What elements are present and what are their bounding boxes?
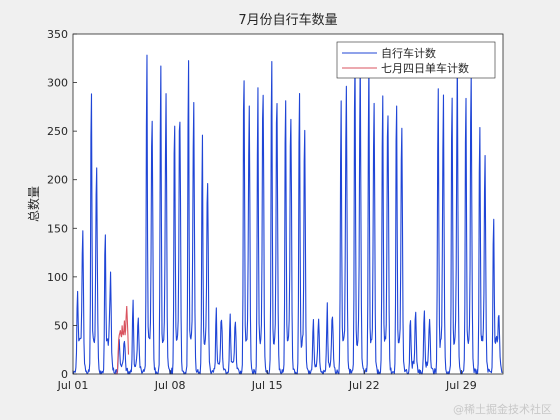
legend-label-july4-count: 七月四日单车计数 (381, 61, 469, 75)
x-tick-label: Jul 01 (57, 379, 89, 392)
axes-background (73, 34, 503, 374)
series-line-bike-count (72, 54, 503, 375)
y-tick-label: 300 (47, 77, 68, 90)
y-axis-label: 总数量 (26, 186, 41, 222)
chart-title: 7月份自行车数量 (238, 12, 337, 28)
y-tick-label: 100 (47, 271, 68, 284)
y-tick-label: 0 (61, 368, 68, 381)
y-ticks: 0 50 100 150 200 250 300 350 (47, 28, 77, 381)
y-tick-label: 350 (47, 28, 68, 41)
x-ticks: Jul 01 Jul 08 Jul 15 Jul 22 Jul 29 (57, 370, 477, 392)
legend-label-bike-count: 自行车计数 (381, 46, 436, 60)
axes-box (72, 33, 504, 375)
x-tick-label: Jul 29 (445, 379, 477, 392)
y-tick-label: 200 (47, 174, 68, 187)
y-tick-label: 50 (54, 319, 68, 332)
watermark-text: @稀土掘金技术社区 (453, 403, 552, 416)
legend: 自行车计数 七月四日单车计数 (336, 41, 496, 79)
x-tick-label: Jul 15 (251, 379, 283, 392)
y-tick-label: 150 (47, 222, 68, 235)
legend-box (336, 41, 496, 79)
x-tick-label: Jul 08 (154, 379, 186, 392)
x-tick-label: Jul 22 (348, 379, 380, 392)
y-tick-label: 250 (47, 125, 68, 138)
